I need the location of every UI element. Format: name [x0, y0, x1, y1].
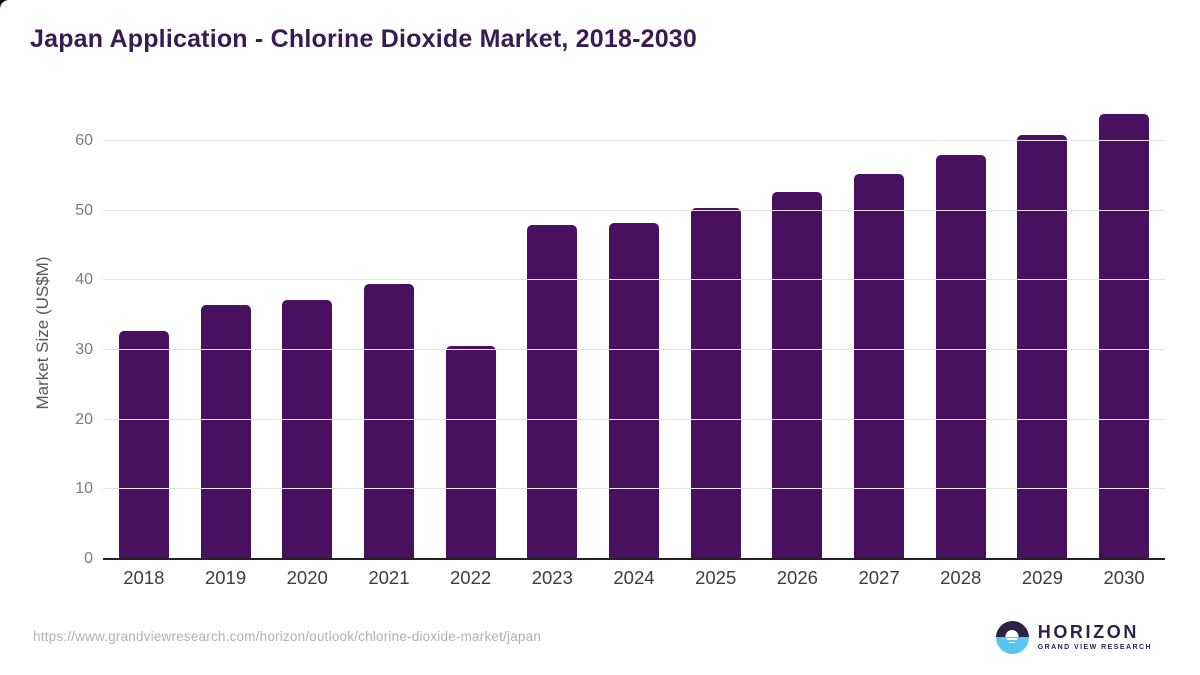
bar-2026	[772, 191, 823, 559]
gridline-50	[103, 209, 1165, 211]
bar-2023	[527, 225, 578, 559]
corner-artifact	[0, 0, 9, 9]
x-tick-label-2023: 2023	[531, 567, 573, 588]
gridline-20	[103, 418, 1165, 420]
x-tick-label-2020: 2020	[286, 567, 328, 588]
x-tick-label-2021: 2021	[368, 567, 410, 588]
logo-sea	[995, 637, 1029, 654]
plot-area	[103, 106, 1165, 559]
bars-row	[103, 106, 1165, 559]
logo-sky	[995, 620, 1029, 637]
y-tick-label-30: 30	[75, 340, 93, 358]
x-tick-label-2026: 2026	[776, 567, 818, 588]
bar-slot-2026	[757, 106, 839, 559]
x-tick-label-2029: 2029	[1021, 567, 1063, 588]
gridline-10	[103, 488, 1165, 490]
bar-slot-2023	[511, 106, 593, 559]
bar-slot-2024	[593, 106, 675, 559]
x-tick-label-2025: 2025	[695, 567, 737, 588]
x-tick-label-2022: 2022	[450, 567, 492, 588]
bar-2021	[363, 284, 414, 559]
ripple-icon	[1006, 638, 1018, 640]
gridline-60	[103, 139, 1165, 141]
horizon-logo-subtitle: GRAND VIEW RESEARCH	[1037, 644, 1152, 651]
y-tick-label-40: 40	[75, 271, 93, 289]
bar-2025	[690, 207, 741, 559]
bar-2030	[1099, 113, 1150, 559]
bar-2029	[1017, 135, 1068, 559]
bar-slot-2018	[103, 106, 185, 559]
gridline-40	[103, 279, 1165, 281]
x-axis-labels: 2018 2019 2020 2021 2022 2023 2024 2025 2026 2027…	[103, 567, 1165, 589]
bar-slot-2020	[266, 106, 348, 559]
bar-slot-2019	[185, 106, 267, 559]
y-tick-label-10: 10	[75, 480, 93, 498]
bar-slot-2022	[430, 106, 512, 559]
x-tick-label-2027: 2027	[858, 567, 900, 588]
x-tick-label-2018: 2018	[123, 567, 165, 588]
horizon-logo-mark	[995, 620, 1029, 654]
bar-2022	[445, 346, 496, 559]
bar-slot-2029	[1002, 106, 1084, 559]
y-tick-label-0: 0	[84, 550, 93, 567]
y-tick-label-50: 50	[75, 201, 93, 219]
y-axis-labels: 0 10 20 30 40 50 60	[48, 106, 93, 567]
bar-2020	[282, 300, 333, 559]
bar-2027	[854, 174, 905, 559]
horizon-logo-name: HORIZON	[1037, 622, 1139, 642]
bar-slot-2021	[348, 106, 430, 559]
x-tick-label-2024: 2024	[613, 567, 655, 588]
horizon-logo: HORIZON GRAND VIEW RESEARCH	[995, 620, 1152, 654]
bar-2019	[200, 305, 251, 559]
bar-slot-2028	[920, 106, 1002, 559]
bar-slot-2027	[838, 106, 920, 559]
sun-icon	[1005, 630, 1019, 637]
bar-slot-2025	[675, 106, 757, 559]
source-url: https://www.grandviewresearch.com/horizo…	[33, 629, 542, 644]
x-tick-label-2028: 2028	[940, 567, 982, 588]
y-tick-label-20: 20	[75, 410, 93, 428]
horizon-logo-text-block: HORIZON GRAND VIEW RESEARCH	[1038, 623, 1152, 651]
x-tick-label-2019: 2019	[204, 567, 247, 588]
bar-slot-2030	[1083, 106, 1165, 559]
bar-2024	[608, 223, 659, 559]
page-title: Japan Application - Chlorine Dioxide Mar…	[30, 25, 698, 53]
y-tick-label-60: 60	[75, 131, 93, 149]
ripple-icon	[1009, 641, 1016, 644]
gridline-30	[103, 348, 1165, 350]
x-tick-label-2030: 2030	[1103, 567, 1145, 588]
x-axis-line	[103, 558, 1165, 560]
bar-2018	[118, 331, 169, 559]
bar-2028	[935, 155, 986, 559]
